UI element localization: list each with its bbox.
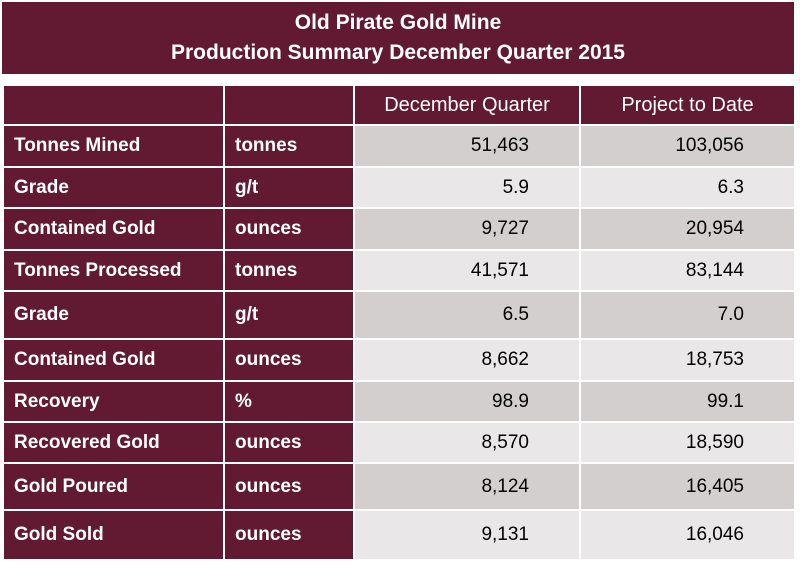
row-label: Contained Gold xyxy=(2,338,225,382)
table-row: Grade g/t 6.5 7.0 xyxy=(2,290,796,340)
project-to-date-value: 83,144 xyxy=(579,249,796,292)
project-to-date-value: 18,590 xyxy=(579,421,796,464)
december-quarter-value: 8,124 xyxy=(353,462,581,511)
title-line-2: Production Summary December Quarter 2015 xyxy=(170,41,625,64)
table-row: Recovered Gold ounces 8,570 18,590 xyxy=(2,421,796,464)
row-unit: ounces xyxy=(223,338,355,382)
december-quarter-value: 98.9 xyxy=(353,380,581,423)
row-label: Grade xyxy=(2,166,225,209)
header-cell-label xyxy=(2,84,225,126)
row-label: Gold Sold xyxy=(2,509,225,561)
row-unit: tonnes xyxy=(223,249,355,292)
project-to-date-value: 103,056 xyxy=(579,124,796,168)
row-label: Tonnes Processed xyxy=(2,249,225,292)
table-title: Old Pirate Gold Mine Production Summary … xyxy=(2,2,794,74)
row-unit: g/t xyxy=(223,290,355,340)
project-to-date-value: 99.1 xyxy=(579,380,796,423)
table-row: Contained Gold ounces 8,662 18,753 xyxy=(2,338,796,382)
december-quarter-value: 8,570 xyxy=(353,421,581,464)
row-unit: g/t xyxy=(223,166,355,209)
row-label: Gold Poured xyxy=(2,462,225,511)
row-label: Recovery xyxy=(2,380,225,423)
header-cell-project-to-date: Project to Date xyxy=(579,84,796,126)
december-quarter-value: 51,463 xyxy=(353,124,581,168)
table-row: Gold Poured ounces 8,124 16,405 xyxy=(2,462,796,511)
december-quarter-value: 5.9 xyxy=(353,166,581,209)
production-summary-table: December Quarter Project to Date Tonnes … xyxy=(2,84,796,561)
project-to-date-value: 16,046 xyxy=(579,509,796,561)
row-label: Recovered Gold xyxy=(2,421,225,464)
header-row: December Quarter Project to Date xyxy=(2,84,796,126)
table-row: Tonnes Processed tonnes 41,571 83,144 xyxy=(2,249,796,292)
december-quarter-value: 41,571 xyxy=(353,249,581,292)
title-line-1: Old Pirate Gold Mine xyxy=(294,11,502,34)
project-to-date-value: 16,405 xyxy=(579,462,796,511)
december-quarter-value: 9,727 xyxy=(353,207,581,251)
row-unit: ounces xyxy=(223,207,355,251)
project-to-date-value: 6.3 xyxy=(579,166,796,209)
table-row: Tonnes Mined tonnes 51,463 103,056 xyxy=(2,124,796,168)
table-row: Gold Sold ounces 9,131 16,046 xyxy=(2,509,796,561)
december-quarter-value: 9,131 xyxy=(353,509,581,561)
row-label: Grade xyxy=(2,290,225,340)
project-to-date-value: 20,954 xyxy=(579,207,796,251)
table-row: Grade g/t 5.9 6.3 xyxy=(2,166,796,209)
header-cell-december-quarter: December Quarter xyxy=(353,84,581,126)
project-to-date-value: 7.0 xyxy=(579,290,796,340)
header-cell-unit xyxy=(223,84,355,126)
row-unit: ounces xyxy=(223,421,355,464)
row-label: Contained Gold xyxy=(2,207,225,251)
row-unit: ounces xyxy=(223,462,355,511)
row-label: Tonnes Mined xyxy=(2,124,225,168)
december-quarter-value: 8,662 xyxy=(353,338,581,382)
row-unit: % xyxy=(223,380,355,423)
table-row: Contained Gold ounces 9,727 20,954 xyxy=(2,207,796,251)
table-row: Recovery % 98.9 99.1 xyxy=(2,380,796,423)
project-to-date-value: 18,753 xyxy=(579,338,796,382)
row-unit: tonnes xyxy=(223,124,355,168)
row-unit: ounces xyxy=(223,509,355,561)
december-quarter-value: 6.5 xyxy=(353,290,581,340)
